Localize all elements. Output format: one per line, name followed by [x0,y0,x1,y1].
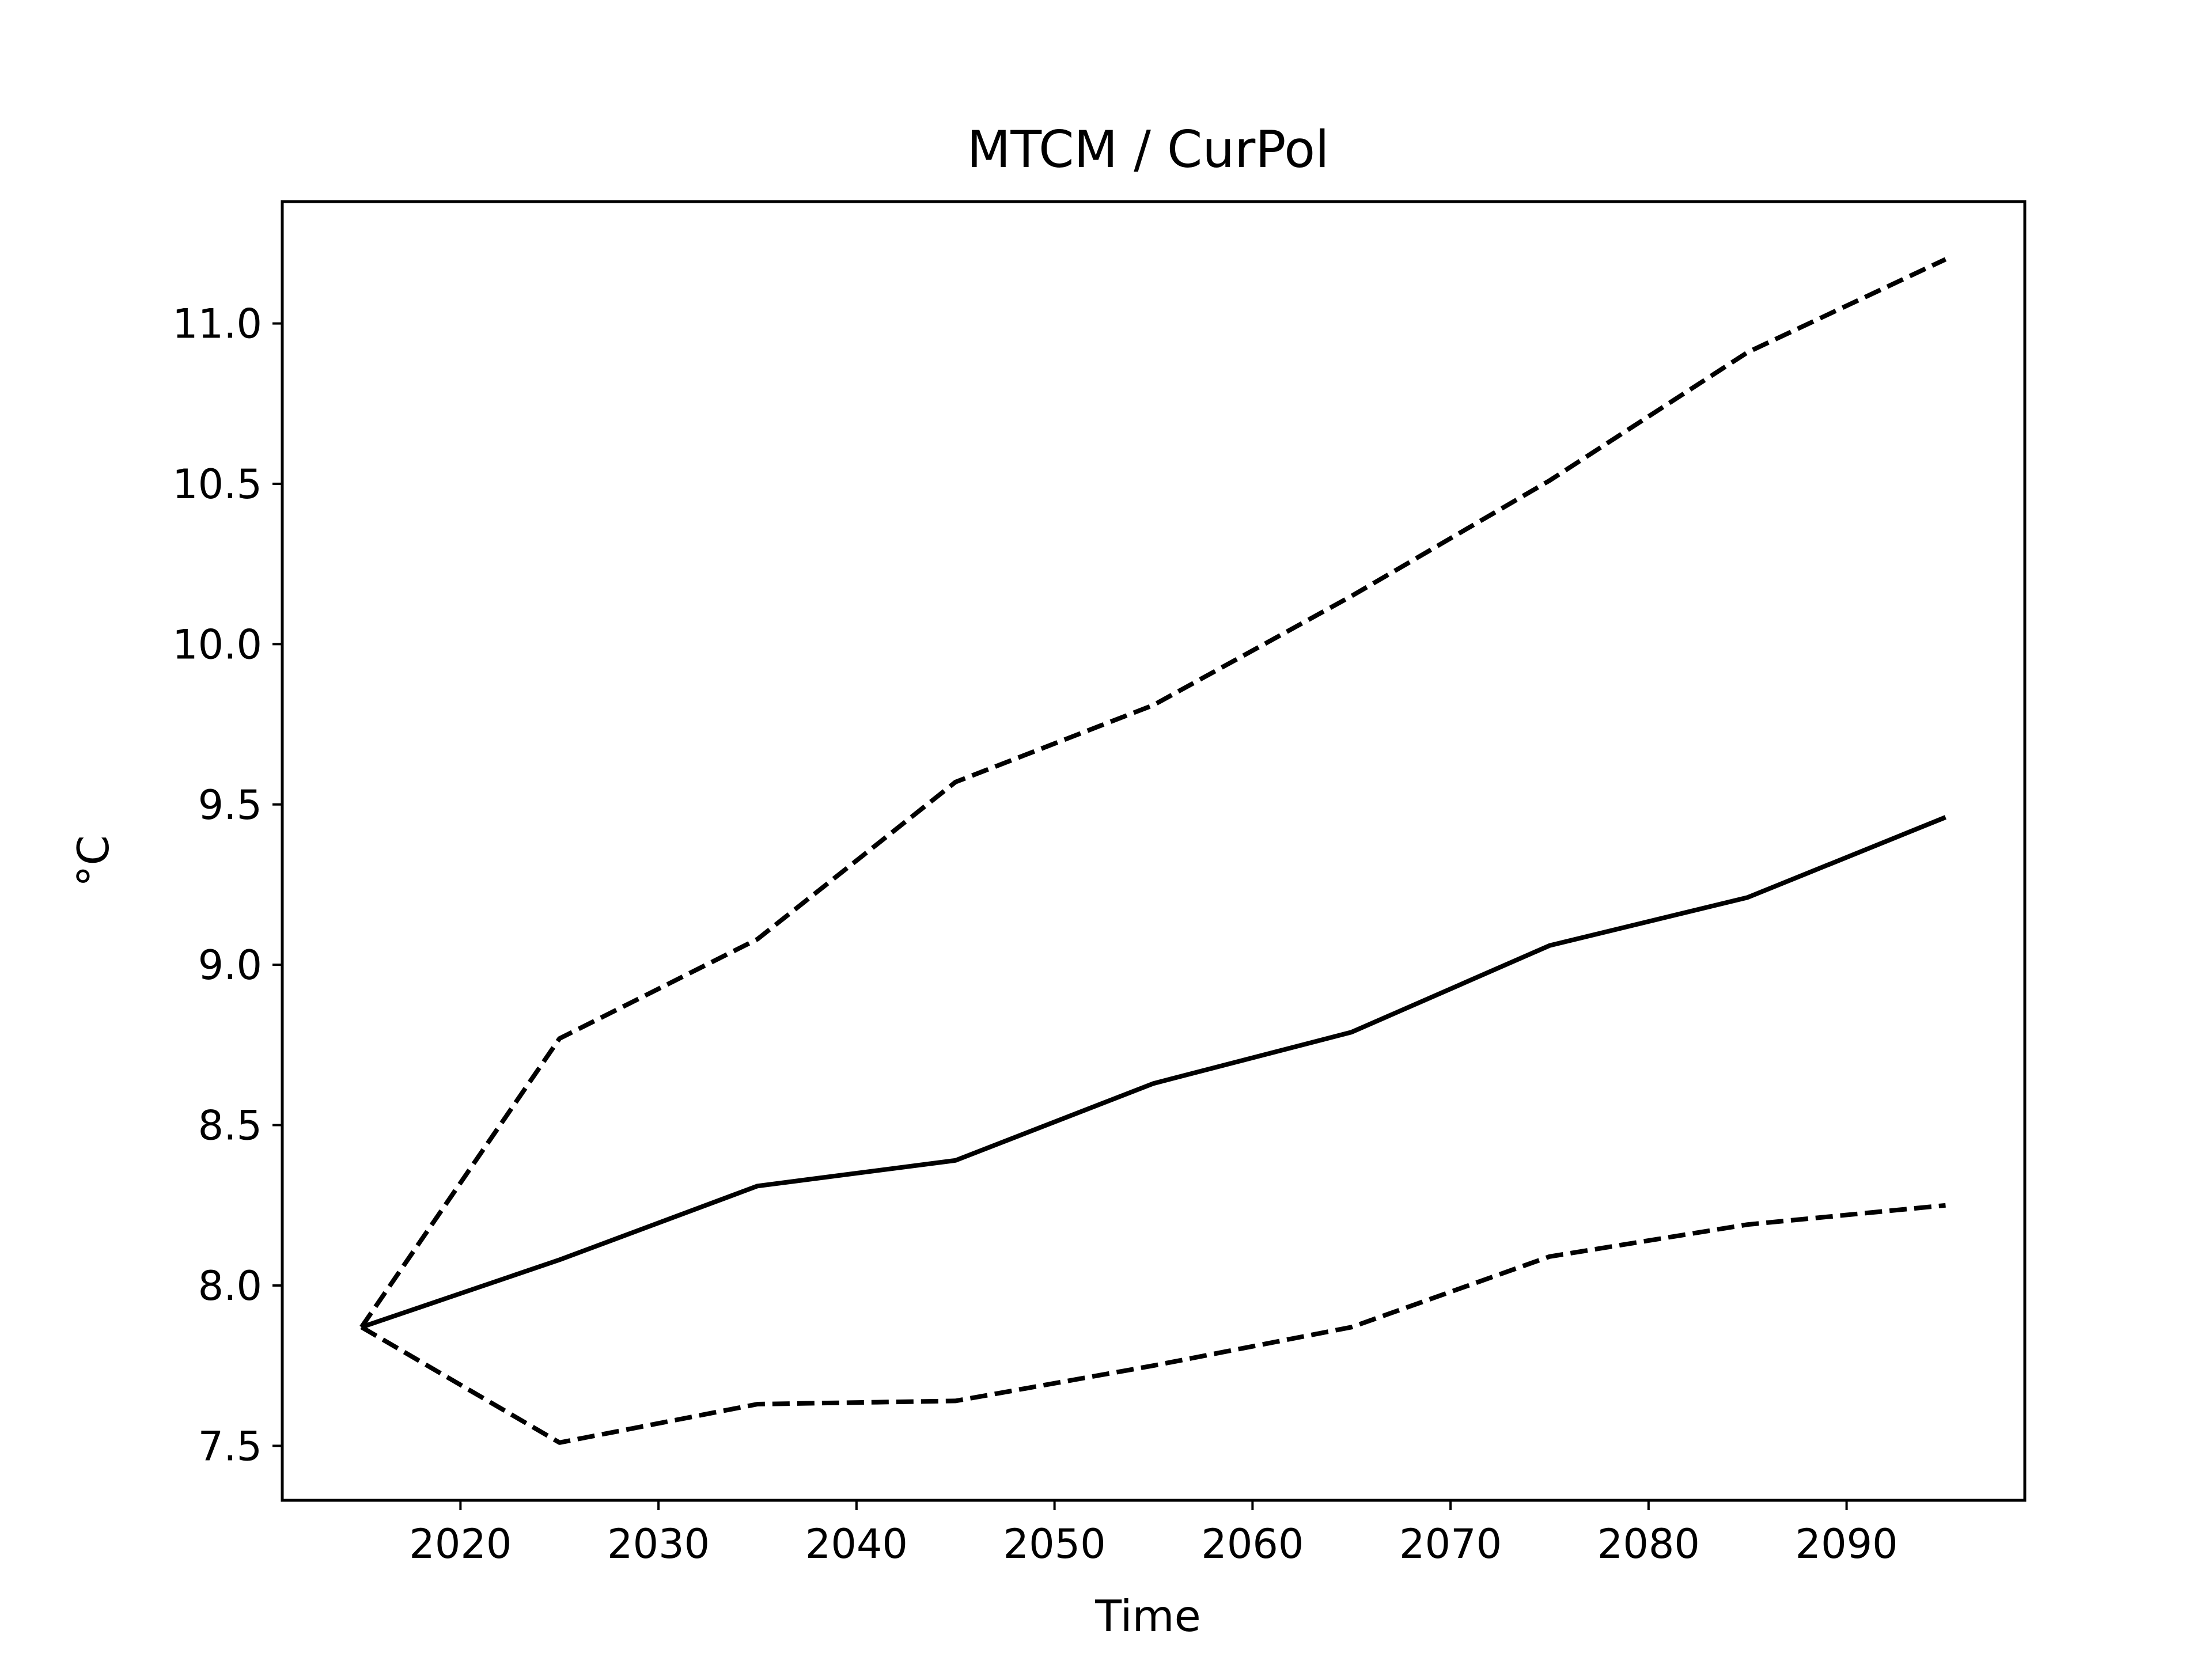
series-line-1-solid [361,815,1947,1330]
x-tick-label: 2080 [1597,1520,1700,1568]
x-axis-label: Time [1094,1591,1201,1641]
y-tick-label: 8.5 [198,1102,262,1150]
x-tick-label: 2050 [1003,1520,1106,1568]
y-tick-label: 10.0 [172,621,262,668]
y-axis-label: °C [68,835,119,887]
x-tick-label: 2060 [1201,1520,1304,1568]
x-tick-label: 2030 [607,1520,710,1568]
x-axis: 2020 2030 2040 2050 2060 2070 2080 2090 [409,1500,1898,1568]
series-line-3-dashed [360,1203,1946,1445]
axes-frame [281,200,2027,1502]
y-tick-label: 9.5 [198,782,262,829]
series-line-2-dashed [359,257,1947,1329]
plot-area [359,257,1947,1445]
y-tick-label: 7.5 [198,1423,262,1470]
x-tick-label: 2070 [1399,1520,1502,1568]
y-tick-label: 9.0 [198,942,262,989]
y-tick-label: 11.0 [172,301,262,348]
y-tick-label: 10.5 [172,461,262,508]
chart-title: MTCM / CurPol [967,120,1329,179]
y-tick-label: 8.0 [198,1262,262,1310]
x-tick-label: 2020 [409,1520,512,1568]
x-tick-label: 2090 [1796,1520,1898,1568]
x-tick-label: 2040 [805,1520,908,1568]
y-axis: 7.5 8.0 8.5 9.0 9.5 10.0 10.5 11.0 [172,301,282,1470]
